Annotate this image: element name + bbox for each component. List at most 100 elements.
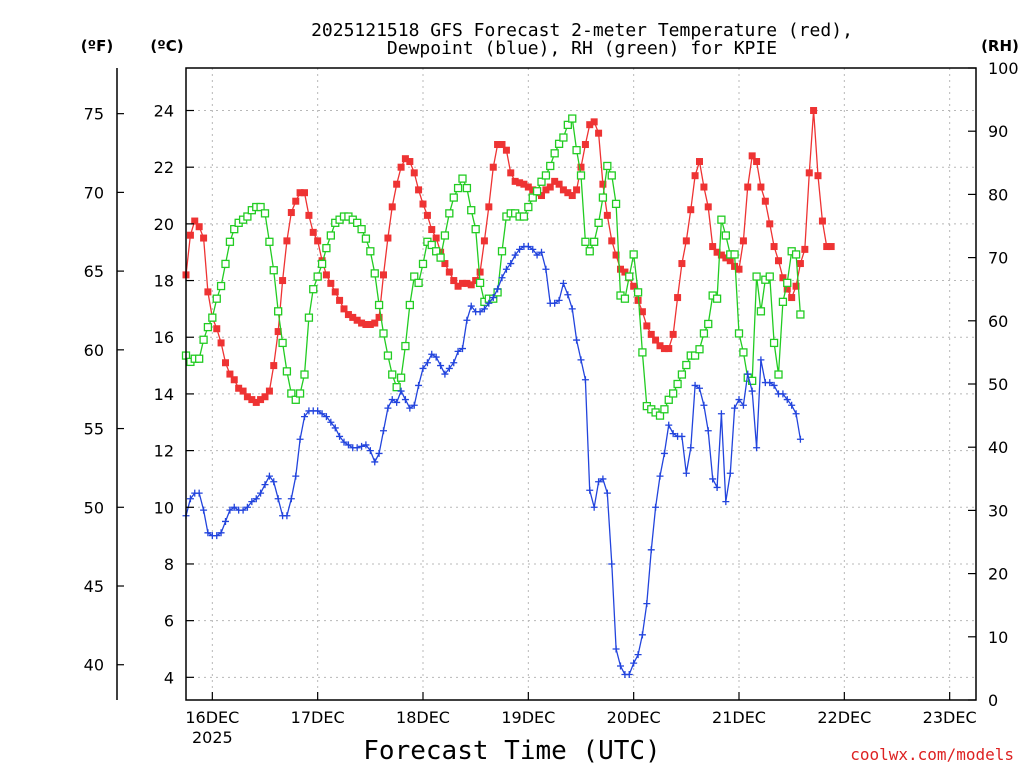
temperature-marker	[638, 308, 646, 316]
x-tick-label: 17DEC	[291, 708, 345, 727]
rh-marker	[669, 389, 678, 398]
dewpoint-marker	[625, 670, 633, 678]
dewpoint-marker	[722, 498, 730, 506]
rh-marker	[655, 411, 665, 420]
rh-marker	[774, 370, 783, 379]
dewpoint-marker	[502, 265, 510, 273]
dewpoint-marker	[344, 441, 352, 449]
rh-axis: 0 10 20 30 40 50 60 70 80 90 100	[968, 59, 1019, 710]
temperature-marker	[459, 279, 466, 287]
rh-marker	[682, 360, 691, 370]
rh-marker	[445, 209, 454, 218]
dewpoint-marker	[432, 353, 440, 361]
dewpoint-marker	[257, 489, 265, 497]
dewpoint-marker	[428, 350, 436, 358]
rh-marker	[379, 329, 388, 338]
rh-marker	[598, 193, 608, 202]
rh-marker	[704, 319, 713, 329]
rh-marker	[695, 345, 704, 354]
celsius-tick-label: 10	[154, 498, 174, 517]
dewpoint-marker	[757, 356, 765, 364]
dewpoint-marker	[415, 381, 423, 389]
temperature-marker	[222, 359, 229, 367]
dewpoint-marker	[450, 359, 458, 367]
dewpoint-marker	[463, 316, 471, 324]
temperature-marker	[388, 203, 396, 211]
rh-marker	[541, 171, 551, 180]
rh-marker	[585, 247, 594, 256]
dewpoint-marker	[393, 398, 401, 406]
rh-marker	[633, 288, 643, 297]
fahrenheit-tick-label: 50	[84, 498, 104, 517]
rh-marker	[432, 247, 441, 256]
rh-marker	[664, 395, 673, 404]
temperature-marker	[204, 288, 212, 296]
dewpoint-marker	[261, 481, 269, 489]
temperature-marker	[344, 311, 352, 319]
rh-marker	[260, 209, 270, 218]
dewpoint-marker	[779, 390, 787, 398]
dewpoint-marker	[222, 517, 229, 525]
fahrenheit-tick-label: 45	[84, 577, 104, 596]
rh-marker	[783, 278, 792, 288]
rh-marker	[278, 338, 287, 348]
fahrenheit-tick-label: 60	[84, 341, 104, 360]
rh-marker	[414, 278, 423, 288]
series-rh	[181, 114, 805, 420]
rh-marker	[353, 218, 362, 227]
temperature-marker	[195, 223, 203, 231]
temperature-marker	[555, 180, 563, 188]
temperature-marker	[630, 282, 638, 290]
temperature-marker	[744, 183, 752, 191]
rh-marker	[317, 259, 327, 269]
dewpoint-marker	[551, 299, 559, 307]
rh-marker	[607, 171, 616, 180]
temperature-marker	[704, 203, 712, 211]
rh-marker	[778, 297, 788, 306]
fahrenheit-tick-label: 55	[84, 420, 104, 439]
temperature-marker	[428, 226, 436, 234]
temperature-marker	[437, 248, 445, 256]
rh-marker	[497, 247, 507, 256]
rh-marker	[752, 272, 761, 281]
fahrenheit-tick-label: 70	[84, 183, 104, 202]
dewpoint-marker	[656, 472, 664, 480]
temperature-marker	[261, 393, 269, 401]
dewpoint-marker	[669, 430, 677, 438]
x-tick-label: 19DEC	[501, 708, 555, 727]
rh-marker	[559, 133, 568, 142]
chart-title-line2: Dewpoint (blue), RH (green) for KPIE	[387, 38, 777, 59]
dewpoint-marker	[753, 444, 761, 452]
temperature-marker	[753, 158, 761, 166]
rh-tick-label: 100	[988, 59, 1019, 78]
dewpoint-marker	[739, 401, 747, 409]
temperature-marker	[502, 146, 510, 154]
dewpoint-marker	[230, 503, 238, 511]
dewpoint-marker	[213, 532, 221, 540]
plot-frame	[185, 67, 977, 701]
temperature-marker	[393, 180, 401, 188]
dewpoint-marker	[792, 410, 800, 418]
dewpoint-marker	[441, 370, 449, 378]
rh-unit-label: (RH)	[981, 37, 1019, 55]
rh-marker	[712, 294, 722, 303]
rh-tick-label: 90	[988, 122, 1008, 141]
temperature-marker	[287, 209, 295, 217]
temperature-marker	[397, 163, 405, 171]
dewpoint-marker	[735, 396, 743, 404]
dewpoint-marker	[533, 251, 541, 259]
dewpoint-marker	[630, 659, 638, 667]
dewpoint-marker	[731, 404, 739, 412]
rh-marker	[366, 247, 375, 256]
temperature-marker	[577, 163, 585, 171]
dewpoint-marker	[476, 308, 484, 316]
temperature-marker	[375, 313, 383, 321]
temperature-marker	[581, 141, 589, 149]
temperature-marker	[564, 189, 572, 197]
rh-marker	[677, 370, 687, 379]
temperature-marker	[643, 322, 651, 330]
rh-marker	[576, 171, 586, 180]
rh-marker	[699, 329, 709, 338]
temperature-marker	[257, 396, 265, 404]
dewpoint-marker	[511, 251, 519, 259]
